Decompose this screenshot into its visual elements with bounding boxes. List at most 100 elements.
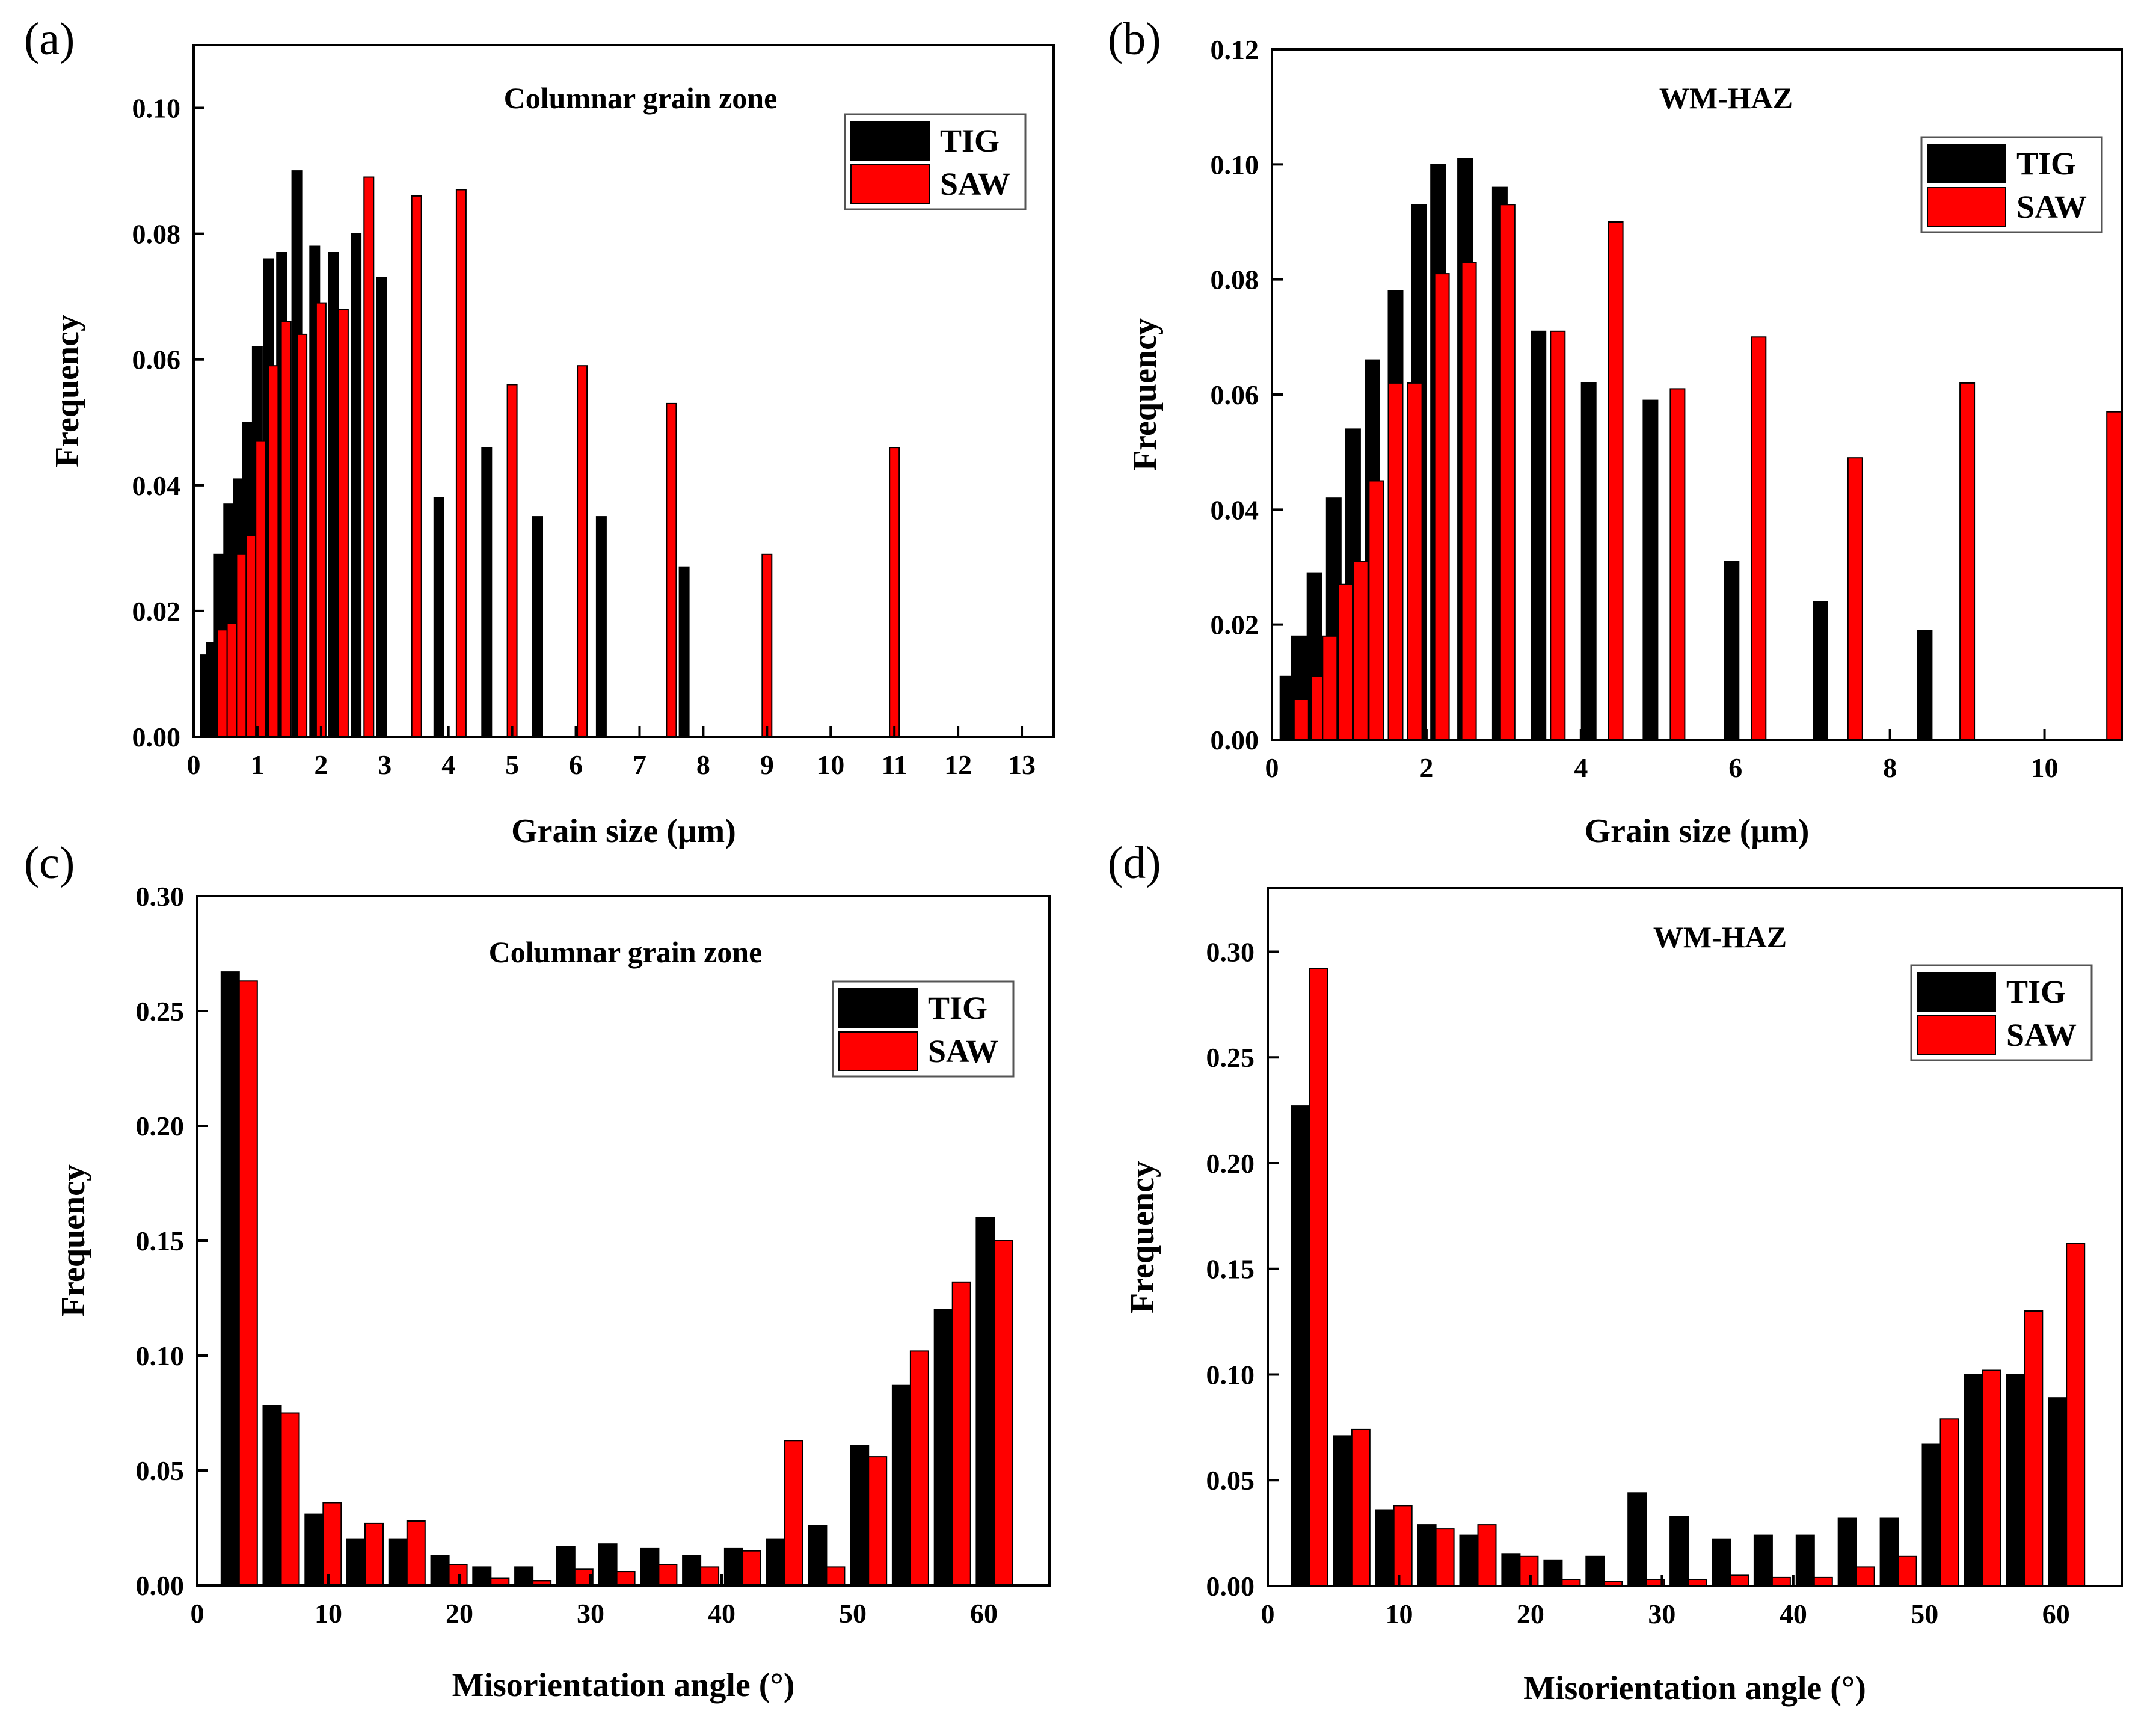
- bar-tig: [1291, 1105, 1310, 1587]
- bar-tig: [1837, 1517, 1857, 1587]
- chart-panel-a: 0.000.020.040.060.080.100 1 2 3 4 5 6 7 8 9 10 11 12…: [24, 14, 1055, 850]
- x-tick-label: 4: [441, 749, 455, 780]
- bar-tig: [1333, 1435, 1353, 1587]
- bar-saw: [1751, 336, 1767, 740]
- x-tick-label: 9: [760, 749, 774, 780]
- bar-tig: [532, 516, 543, 737]
- x-tick-label: 20: [1517, 1599, 1544, 1629]
- bar-saw: [1434, 273, 1450, 741]
- bar-tig: [1753, 1534, 1773, 1587]
- bar-tig: [1712, 1538, 1731, 1587]
- bar-saw: [2066, 1243, 2086, 1587]
- chart-panel-d: 0.00 0.05 0.10 0.15 0.20 0.25 0.30 0 10 20 30 40 50 6…: [1108, 838, 2123, 1707]
- bar-tig: [640, 1547, 660, 1586]
- bar-tig: [850, 1445, 870, 1586]
- bar-tig: [808, 1525, 828, 1586]
- bar-tig: [678, 566, 690, 737]
- x-tick-label: 8: [696, 749, 710, 780]
- legend: TIG SAW: [844, 113, 1027, 210]
- bar-saw: [296, 333, 308, 737]
- bar-tig: [1642, 399, 1659, 740]
- x-tick-label: 11: [881, 749, 907, 780]
- bar-tig: [1531, 330, 1547, 740]
- bar-tig: [556, 1546, 576, 1587]
- bar-tig: [1543, 1559, 1563, 1587]
- bar-tig: [723, 1547, 743, 1586]
- chart-title: Columnar grain zone: [489, 935, 763, 969]
- bar-saw: [2106, 411, 2122, 740]
- bar-saw: [217, 629, 228, 738]
- bar-tig: [262, 1405, 282, 1586]
- bar-saw: [268, 365, 279, 737]
- x-tick-label: 7: [633, 749, 646, 780]
- chart-title: Columnar grain zone: [504, 81, 778, 115]
- legend-swatch-saw: [838, 1031, 918, 1071]
- plot-frame: [192, 44, 1055, 738]
- bar-tig: [766, 1538, 785, 1587]
- bar-tig: [220, 971, 240, 1586]
- bar-saw: [761, 553, 773, 737]
- bar-saw: [658, 1564, 678, 1587]
- bar-tig: [1669, 1516, 1689, 1587]
- bar-tig: [682, 1555, 702, 1587]
- y-tick-label: 0.30: [136, 881, 185, 912]
- bar-saw: [666, 402, 677, 737]
- x-tick-label: 40: [1780, 1599, 1807, 1629]
- legend: TIG SAW: [1920, 136, 2103, 233]
- bar-tig: [1459, 1534, 1479, 1587]
- x-tick-label: 50: [1911, 1599, 1938, 1629]
- bar-saw: [448, 1564, 468, 1587]
- bar-tig: [481, 447, 493, 737]
- bar-tig: [433, 497, 444, 737]
- legend: TIG SAW: [1910, 964, 2093, 1061]
- bar-saw: [1461, 262, 1477, 740]
- y-axis-label: Frequency: [1124, 1161, 1161, 1313]
- bar-tig: [1501, 1553, 1521, 1587]
- y-tick-label: 0.00: [1211, 725, 1259, 755]
- bar-tig: [1580, 382, 1597, 740]
- bar-tig: [1795, 1534, 1815, 1587]
- bar-saw: [1959, 382, 1976, 740]
- x-axis-label: Misorientation angle (°): [1523, 1670, 1866, 1707]
- chart-panel-c: 0.00 0.05 0.10 0.15 0.20 0.25 0.30 0 10 20 30 40 50 6…: [24, 838, 1051, 1704]
- bar-saw: [868, 1456, 888, 1587]
- x-tick-label: 0: [191, 1598, 204, 1629]
- legend-swatch-saw: [1927, 187, 2006, 227]
- y-tick-label: 0.02: [1211, 610, 1259, 640]
- bar-saw: [951, 1281, 971, 1587]
- bars-a: [200, 170, 900, 738]
- bar-saw: [363, 176, 375, 737]
- panel-label: (d): [1108, 838, 1161, 888]
- x-tick-label: 50: [839, 1598, 867, 1629]
- chart-title: WM-HAZ: [1659, 81, 1793, 115]
- y-axis-label: Frequency: [49, 315, 86, 467]
- x-tick-label: 0: [1261, 1599, 1275, 1629]
- x-axis-label: Grain size (μm): [1585, 812, 1810, 850]
- x-tick-label: 20: [446, 1598, 473, 1629]
- legend-swatch-tig: [1917, 972, 1996, 1012]
- bar-tig: [2006, 1374, 2025, 1587]
- bar-saw: [364, 1522, 384, 1586]
- legend-label-saw: SAW: [928, 1033, 998, 1069]
- bar-tig: [1879, 1517, 1899, 1587]
- bar-tig: [1724, 561, 1740, 741]
- bar-saw: [406, 1520, 426, 1586]
- y-tick-label: 0.12: [1211, 34, 1259, 65]
- bar-saw: [577, 365, 588, 737]
- y-tick-label: 0.00: [132, 722, 181, 752]
- bar-saw: [616, 1571, 636, 1587]
- bar-saw: [506, 384, 518, 737]
- legend-swatch-saw: [850, 164, 930, 204]
- bar-saw: [1730, 1574, 1749, 1587]
- chart-panel-b: 0.00 0.02 0.04 0.06 0.08 0.10 0.12 0 2 4 6 8 10 (b) WM…: [1108, 14, 2123, 850]
- bar-tig: [1921, 1443, 1941, 1587]
- y-tick-label: 0.10: [1206, 1359, 1255, 1390]
- bar-tig: [1417, 1524, 1437, 1587]
- x-tick-label: 6: [569, 749, 583, 780]
- bars-d: [1291, 968, 2086, 1587]
- panel-label: (a): [24, 14, 75, 64]
- panel-label: (b): [1108, 14, 1161, 64]
- y-tick-label: 0.08: [132, 219, 181, 250]
- bar-saw: [411, 195, 422, 737]
- x-tick-label: 2: [314, 749, 328, 780]
